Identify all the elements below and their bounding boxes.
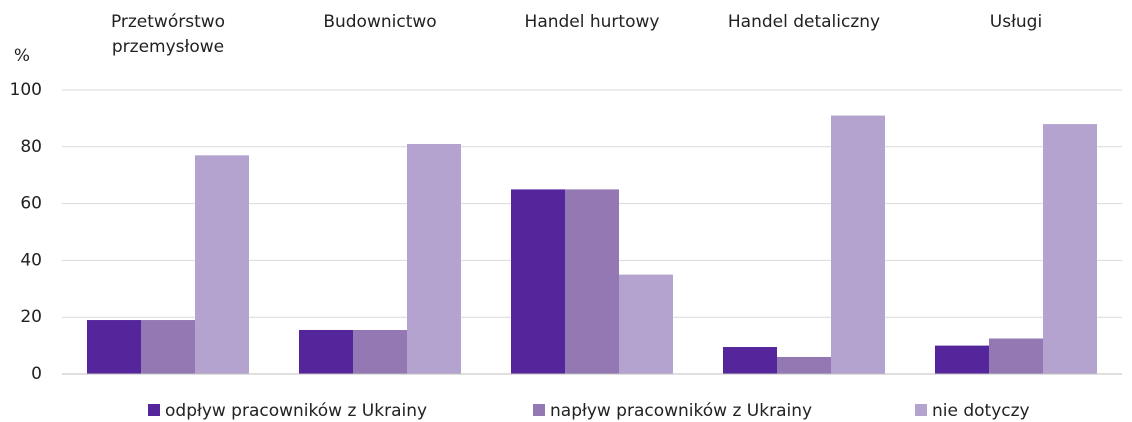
category-label: Usługi — [989, 12, 1043, 32]
bar — [407, 143, 461, 374]
category-label: Budownictwo — [323, 12, 437, 32]
category-label: Handel hurtowy — [524, 12, 660, 32]
bar — [1043, 124, 1097, 374]
bar — [511, 189, 565, 374]
y-tick-label: 80 — [20, 137, 42, 157]
y-tick-label: 20 — [20, 307, 42, 327]
legend-swatch — [533, 404, 545, 416]
legend-label: nie dotyczy — [932, 401, 1030, 421]
legend-swatch — [915, 404, 927, 416]
bar — [87, 320, 141, 374]
bar — [989, 338, 1043, 374]
bar — [353, 329, 407, 374]
y-tick-label: 0 — [31, 364, 42, 384]
y-tick-label: 60 — [20, 194, 42, 214]
bar — [299, 329, 353, 374]
legend-swatch — [148, 404, 160, 416]
legend-label: napływ pracowników z Ukrainy — [550, 401, 812, 421]
category-label: Przetwórstwo przemysłowe — [110, 12, 226, 57]
bar — [831, 115, 885, 374]
y-tick-label: 100 — [10, 80, 42, 100]
bar — [935, 345, 989, 374]
bar — [565, 189, 619, 374]
category-label: Handel detaliczny — [727, 12, 881, 32]
legend-label: odpływ pracowników z Ukrainy — [165, 401, 427, 421]
bar — [619, 274, 673, 374]
bar — [723, 347, 777, 374]
y-tick-label: 40 — [20, 250, 42, 270]
bar — [195, 155, 249, 374]
y-axis-label: % — [14, 46, 30, 66]
bar — [141, 320, 195, 374]
bar — [777, 356, 831, 374]
